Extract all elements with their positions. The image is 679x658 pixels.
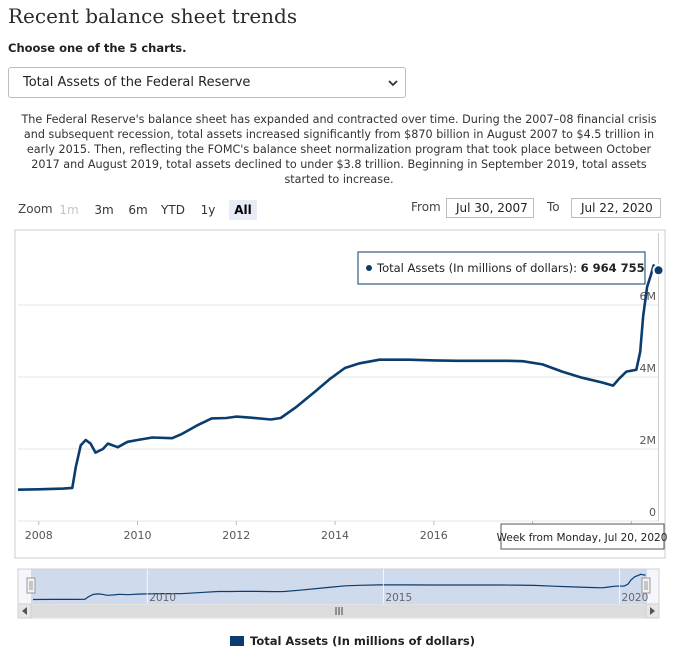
tooltip-value: 6 964 755 xyxy=(581,261,645,275)
zoom-all-button[interactable]: All xyxy=(229,200,257,220)
scroll-left-icon xyxy=(22,607,27,615)
zoom-6m-button[interactable]: 6m xyxy=(128,203,148,217)
navigator-handle xyxy=(26,577,36,594)
scroll-left-button xyxy=(17,603,32,619)
chart-select[interactable]: Total Assets of the Federal Reserve xyxy=(8,67,406,98)
navigator-series-line xyxy=(32,573,646,601)
navigator-year-label: 2015 xyxy=(385,592,412,604)
chart-chooser-label: Choose one of the 5 charts. xyxy=(8,41,187,55)
x-tick-label: 2010 xyxy=(124,529,152,542)
zoom-ytd-button[interactable]: YTD xyxy=(161,203,185,217)
date-label-text: Week from Monday, Jul 20, 2020 xyxy=(497,532,668,544)
tooltip-series-name: Total Assets (In millions of dollars): xyxy=(376,261,581,275)
legend-swatch xyxy=(230,636,244,646)
x-tick-label: 2020 xyxy=(617,529,645,542)
y-tick-label: 0 xyxy=(649,506,656,519)
y-tick-label: 6M xyxy=(640,290,657,303)
navigator-year-label: 2020 xyxy=(622,592,649,604)
range-from-label: From xyxy=(411,200,441,214)
chevron-down-icon xyxy=(388,80,398,87)
range-to-input[interactable]: Jul 22, 2020 xyxy=(571,198,661,218)
scrollbar-thumb xyxy=(31,605,647,617)
page-title: Recent balance sheet trends xyxy=(8,4,298,28)
chart-description: The Federal Reserve's balance sheet has … xyxy=(21,113,657,186)
x-tick-label: 2008 xyxy=(25,529,53,542)
zoom-3m-button[interactable]: 3m xyxy=(94,203,114,217)
navigator-frame xyxy=(17,568,660,605)
x-tick-label: 2014 xyxy=(321,529,349,542)
legend-item-total-assets[interactable]: Total Assets (In millions of dollars) xyxy=(230,634,475,648)
range-from-input[interactable]: Jul 30, 2007 xyxy=(446,198,534,218)
legend-label: Total Assets (In millions of dollars) xyxy=(250,634,476,648)
tooltip-box xyxy=(357,251,646,285)
x-tick-label: 2016 xyxy=(420,529,448,542)
scrollbar-track xyxy=(17,603,660,619)
range-to-label: To xyxy=(547,200,560,214)
navigator-year-label: 2010 xyxy=(149,592,176,604)
tooltip-text: Total Assets (In millions of dollars): 6… xyxy=(376,261,645,275)
zoom-1m-button[interactable]: 1m xyxy=(59,203,79,217)
chart-select-value: Total Assets of the Federal Reserve xyxy=(23,75,251,90)
y-tick-label: 4M xyxy=(640,362,657,375)
plot-frame xyxy=(14,229,666,559)
y-tick-label: 2M xyxy=(640,434,657,447)
date-label-box xyxy=(500,523,665,550)
navigator-handle xyxy=(641,577,651,594)
zoom-label: Zoom xyxy=(18,202,53,216)
series-line-total-assets xyxy=(17,264,660,491)
x-tick-label: 2018 xyxy=(519,529,547,542)
zoom-1y-button[interactable]: 1y xyxy=(200,203,216,217)
navigator-selection xyxy=(31,569,647,604)
scroll-right-button xyxy=(645,603,660,619)
scroll-right-icon xyxy=(650,607,655,615)
hover-point-marker xyxy=(652,264,665,277)
tooltip-series-dot xyxy=(366,265,372,271)
x-tick-label: 2012 xyxy=(222,529,250,542)
